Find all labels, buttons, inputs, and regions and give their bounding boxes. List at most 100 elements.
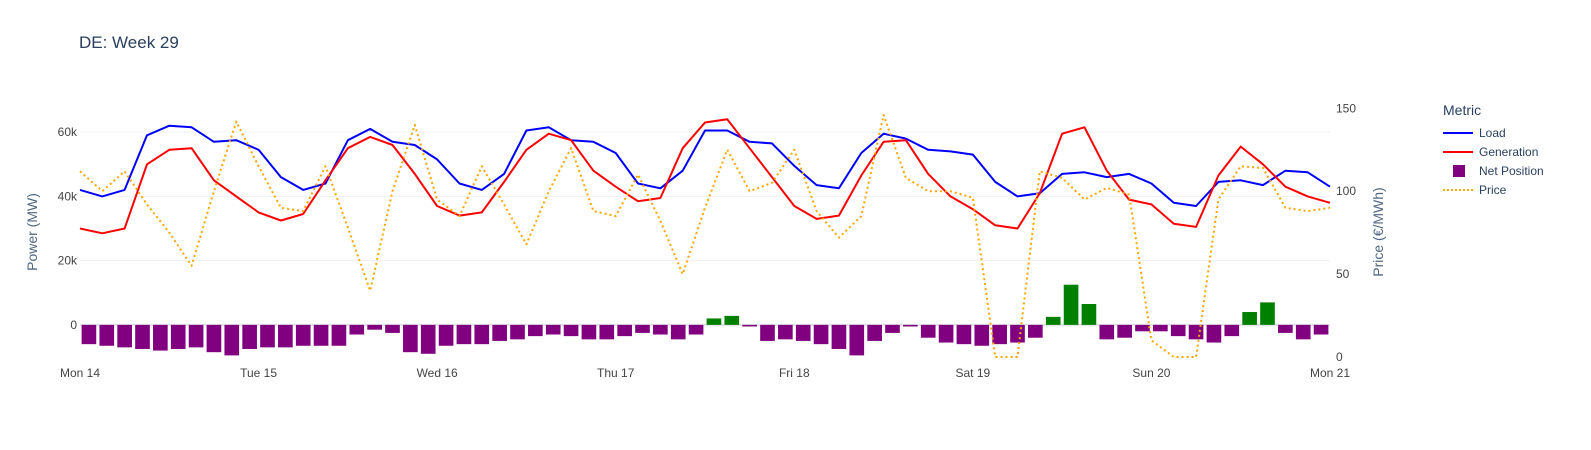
x-tick-label: Thu 17	[597, 366, 635, 380]
net-position-bar	[706, 318, 722, 325]
y2-axis-label: Price (€/MWh)	[1370, 187, 1386, 277]
net-position-bar	[1313, 324, 1329, 335]
net-position-bar	[956, 324, 972, 345]
net-position-bar	[1188, 324, 1204, 340]
net-position-bar	[1028, 324, 1043, 338]
net-position-bar	[1170, 324, 1186, 337]
net-position-bar	[403, 324, 418, 353]
net-position-bar	[295, 324, 311, 346]
net-position-bar	[117, 324, 132, 348]
net-position-bar	[1242, 312, 1257, 325]
y-tick-label: 40k	[58, 189, 78, 203]
legend-item-generation[interactable]: Generation	[1443, 142, 1544, 161]
y2-tick-label: 150	[1336, 101, 1356, 115]
net-position-bar	[545, 324, 561, 335]
x-tick-label: Mon 21	[1310, 366, 1350, 380]
net-position-bar	[635, 324, 650, 333]
net-position-bar	[1081, 303, 1097, 325]
net-position-bar	[153, 324, 168, 351]
net-position-bar	[563, 324, 579, 337]
net-position-bar	[135, 324, 150, 349]
net-position-bar	[1063, 284, 1079, 325]
net-position-bar	[849, 324, 865, 356]
legend-swatch-generation	[1443, 146, 1473, 158]
net-position-bar	[992, 324, 1007, 345]
net-position-bar	[974, 324, 990, 346]
legend-item-load[interactable]: Load	[1443, 123, 1544, 142]
x-tick-label: Mon 14	[60, 366, 100, 380]
net-position-bar	[492, 324, 507, 341]
net-position-bar	[688, 324, 704, 335]
net-position-bar	[278, 324, 293, 348]
net-position-bar	[1010, 324, 1025, 343]
y-tick-label: 20k	[58, 254, 78, 268]
price-line	[79, 113, 1331, 358]
net-position-bar	[1295, 324, 1311, 340]
net-position-bar	[188, 324, 204, 348]
x-axis-ticks: Mon 14 Tue 15 Wed 16 Thu 17 Fri 18 Sat 19 Sun …	[60, 366, 1350, 380]
net-position-bar	[349, 324, 365, 335]
net-position-bar	[885, 324, 900, 333]
x-tick-label: Tue 15	[240, 366, 277, 380]
legend-label-price: Price	[1479, 182, 1507, 197]
chart-title: DE: Week 29	[79, 33, 179, 52]
net-position-bar	[778, 324, 793, 340]
legend-swatch-price	[1443, 184, 1473, 196]
legend-swatch-load	[1443, 127, 1473, 139]
net-position-bar	[831, 324, 847, 349]
net-position-bar	[1206, 324, 1222, 343]
net-position-bar	[260, 324, 275, 348]
legend-item-net-position[interactable]: Net Position	[1443, 161, 1544, 180]
net-position-bar	[617, 324, 632, 337]
net-position-bars	[81, 284, 1329, 356]
net-position-bar	[474, 324, 490, 345]
y2-tick-label: 0	[1336, 350, 1343, 364]
net-position-bar	[385, 324, 400, 333]
net-position-bar	[1153, 324, 1168, 332]
y-tick-label: 60k	[58, 125, 78, 139]
net-position-bar	[438, 324, 454, 346]
net-position-bar	[367, 324, 382, 330]
net-position-bar	[581, 324, 597, 340]
net-position-bar	[670, 324, 686, 340]
net-position-bar	[528, 324, 543, 337]
net-position-bar	[1260, 302, 1275, 325]
net-position-bar	[1117, 324, 1132, 338]
x-tick-label: Wed 16	[417, 366, 458, 380]
net-position-bar	[456, 324, 472, 345]
net-position-bar	[742, 324, 757, 327]
net-position-bar	[313, 324, 329, 346]
y-axis-label: Power (MW)	[24, 193, 40, 271]
net-position-bar	[81, 324, 97, 345]
x-tick-label: Fri 18	[779, 366, 810, 380]
net-position-bar	[242, 324, 257, 349]
legend: Metric Load Generation Net Position Pric…	[1443, 102, 1544, 199]
legend-label-net-position: Net Position	[1479, 163, 1544, 178]
net-position-bar	[1045, 316, 1061, 325]
net-position-bar	[510, 324, 525, 340]
x-tick-label: Sat 19	[956, 366, 991, 380]
net-position-bar	[903, 324, 918, 327]
y2-axis-ticks: 0 50 100 150	[1336, 101, 1356, 364]
y-axis-ticks: 0 20k 40k 60k	[58, 125, 78, 332]
legend-label-generation: Generation	[1479, 144, 1539, 159]
net-position-bar	[599, 324, 615, 340]
net-position-bar	[1224, 324, 1240, 337]
net-position-bar	[1135, 324, 1150, 332]
legend-item-price[interactable]: Price	[1443, 180, 1544, 199]
net-position-bar	[206, 324, 222, 353]
net-position-bar	[867, 324, 882, 341]
net-position-bar	[1278, 324, 1293, 333]
legend-label-load: Load	[1479, 125, 1506, 140]
net-position-bar	[170, 324, 186, 349]
net-position-bar	[331, 324, 347, 346]
legend-title: Metric	[1443, 102, 1482, 118]
net-position-bar	[724, 315, 740, 325]
y-tick-label: 0	[70, 318, 77, 332]
net-position-bar	[224, 324, 240, 356]
generation-line	[79, 118, 1331, 235]
net-position-bar	[99, 324, 115, 346]
net-position-bar	[795, 324, 811, 341]
x-tick-label: Sun 20	[1132, 366, 1170, 380]
